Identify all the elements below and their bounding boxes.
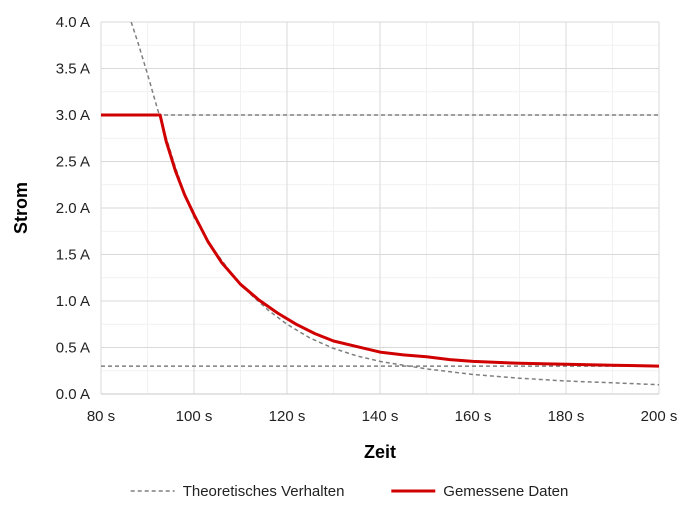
legend-label: Gemessene Daten [443, 483, 568, 500]
x-axis-title: Zeit [364, 442, 396, 462]
y-tick-label: 0.5 A [56, 340, 90, 357]
legend: Theoretisches Verhalten Gemessene Daten [130, 483, 568, 500]
y-tick-label: 2.5 A [56, 154, 90, 171]
x-tick-labels: 80 s 100 s 120 s 140 s 160 s 180 s 200 s [87, 408, 678, 425]
y-tick-label: 1.5 A [56, 247, 90, 264]
x-tick-label: 180 s [548, 408, 585, 425]
x-tick-label: 140 s [362, 408, 399, 425]
y-tick-label: 1.0 A [56, 293, 90, 310]
y-tick-label: 4.0 A [56, 14, 90, 31]
series-layer [101, 22, 659, 386]
x-tick-label: 100 s [176, 408, 213, 425]
y-tick-labels: 0.0 A 0.5 A 1.0 A 1.5 A 2.0 A 2.5 A 3.0 A 3.5 A… [56, 14, 90, 403]
x-tick-label: 200 s [641, 408, 678, 425]
y-tick-label: 3.5 A [56, 61, 90, 78]
x-tick-label: 160 s [455, 408, 492, 425]
chart-grid [100, 21, 660, 395]
y-tick-label: 2.0 A [56, 200, 90, 217]
y-tick-label: 3.0 A [56, 107, 90, 124]
measured-series-line [101, 113, 659, 368]
legend-label: Theoretisches Verhalten [183, 483, 345, 500]
y-axis-title: Strom [11, 182, 31, 234]
x-tick-label: 80 s [87, 408, 115, 425]
dashed-series-line [130, 22, 659, 386]
x-tick-label: 120 s [269, 408, 306, 425]
y-tick-label: 0.0 A [56, 386, 90, 403]
